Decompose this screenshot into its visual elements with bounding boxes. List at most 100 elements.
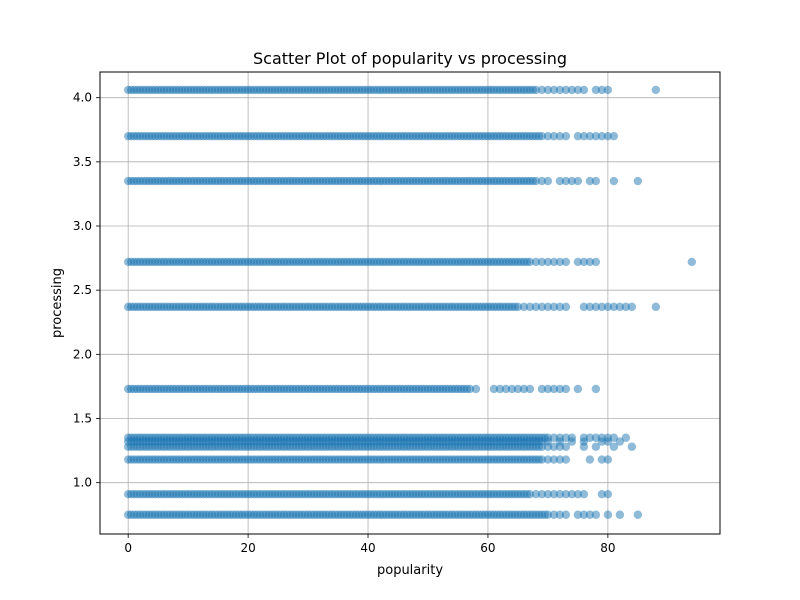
scatter-point [615, 510, 625, 519]
scatter-point [609, 176, 619, 186]
scatter-point [591, 176, 601, 186]
scatter-point [561, 455, 571, 464]
scatter-point [603, 302, 613, 312]
y-tick-label: 4.0 [73, 91, 92, 105]
scatter-point [531, 490, 541, 499]
x-tick-label: 20 [240, 541, 255, 555]
scatter-point [603, 510, 613, 519]
scatter-point [603, 490, 613, 499]
y-tick-label: 3.0 [73, 219, 92, 233]
scatter-point [573, 384, 583, 394]
scatter-point [543, 85, 553, 95]
scatter-point [513, 384, 523, 394]
scatter-point [537, 384, 547, 394]
scatter-point [561, 384, 571, 394]
scatter-point [561, 176, 571, 186]
scatter-points [123, 85, 697, 519]
x-tick-label: 0 [124, 541, 132, 555]
scatter-point [651, 85, 661, 95]
scatter-point [555, 442, 565, 451]
scatter-point [585, 510, 595, 519]
x-tick-label: 80 [600, 541, 615, 555]
scatter-point [609, 131, 619, 141]
scatter-point [525, 490, 535, 499]
scatter-point [609, 433, 619, 442]
scatter-point [537, 302, 547, 312]
scatter-point [573, 510, 583, 519]
scatter-point [555, 510, 565, 519]
scatter-point [591, 510, 601, 519]
scatter-point [585, 302, 595, 312]
scatter-point [525, 302, 535, 312]
scatter-point [543, 490, 553, 499]
scatter-point [555, 384, 565, 394]
scatter-point [537, 455, 547, 464]
scatter-point [567, 176, 577, 186]
scatter-point [591, 131, 601, 141]
scatter-point [603, 455, 613, 464]
scatter-point [579, 490, 589, 499]
x-axis-label: popularity [377, 563, 443, 578]
scatter-point [597, 302, 607, 312]
axis-ticks: 0 20 40 60 80 1.0 1.5 2.0 2.5 3.0 3.5 4.0 [73, 91, 616, 555]
scatter-point [555, 131, 565, 141]
scatter-point [633, 510, 643, 519]
scatter-point [555, 490, 565, 499]
scatter-point [465, 384, 475, 394]
scatter-point [579, 302, 589, 312]
chart-title: Scatter Plot of popularity vs processing [253, 49, 567, 68]
scatter-point [549, 257, 559, 267]
scatter-point [609, 442, 619, 451]
y-tick-label: 3.5 [73, 155, 92, 169]
scatter-point [543, 442, 553, 451]
scatter-point [567, 85, 577, 95]
x-tick-label: 40 [360, 541, 375, 555]
scatter-point [549, 490, 559, 499]
scatter-point [573, 257, 583, 267]
scatter-point [507, 384, 517, 394]
scatter-point [573, 85, 583, 95]
scatter-point [549, 442, 559, 451]
scatter-point [549, 384, 559, 394]
scatter-point [597, 131, 607, 141]
scatter-point [579, 510, 589, 519]
scatter-point [603, 131, 613, 141]
scatter-point [585, 131, 595, 141]
scatter-point [513, 302, 523, 312]
scatter-point [615, 437, 625, 446]
scatter-point [531, 257, 541, 267]
scatter-point [525, 257, 535, 267]
scatter-point [555, 302, 565, 312]
y-tick-label: 1.5 [73, 412, 92, 426]
scatter-point [687, 257, 697, 267]
scatter-point [561, 490, 571, 499]
scatter-point [549, 510, 559, 519]
scatter-point [489, 384, 499, 394]
scatter-point [531, 85, 541, 95]
scatter-point [537, 176, 547, 186]
scatter-point [591, 384, 601, 394]
scatter-point [585, 257, 595, 267]
y-axis-label: processing [50, 268, 65, 338]
scatter-point [627, 302, 637, 312]
scatter-point [579, 85, 589, 95]
scatter-point [543, 176, 553, 186]
scatter-point [549, 433, 559, 442]
scatter-point [573, 490, 583, 499]
scatter-point [543, 455, 553, 464]
scatter-point [621, 302, 631, 312]
scatter-point [537, 490, 547, 499]
scatter-point [579, 131, 589, 141]
scatter-point [543, 510, 553, 519]
scatter-point [585, 176, 595, 186]
scatter-point [603, 437, 613, 446]
scatter-point [549, 85, 559, 95]
scatter-point [591, 442, 601, 451]
scatter-point [579, 257, 589, 267]
scatter-point [651, 302, 661, 312]
scatter-point [555, 85, 565, 95]
scatter-point [627, 442, 637, 451]
scatter-point [537, 85, 547, 95]
